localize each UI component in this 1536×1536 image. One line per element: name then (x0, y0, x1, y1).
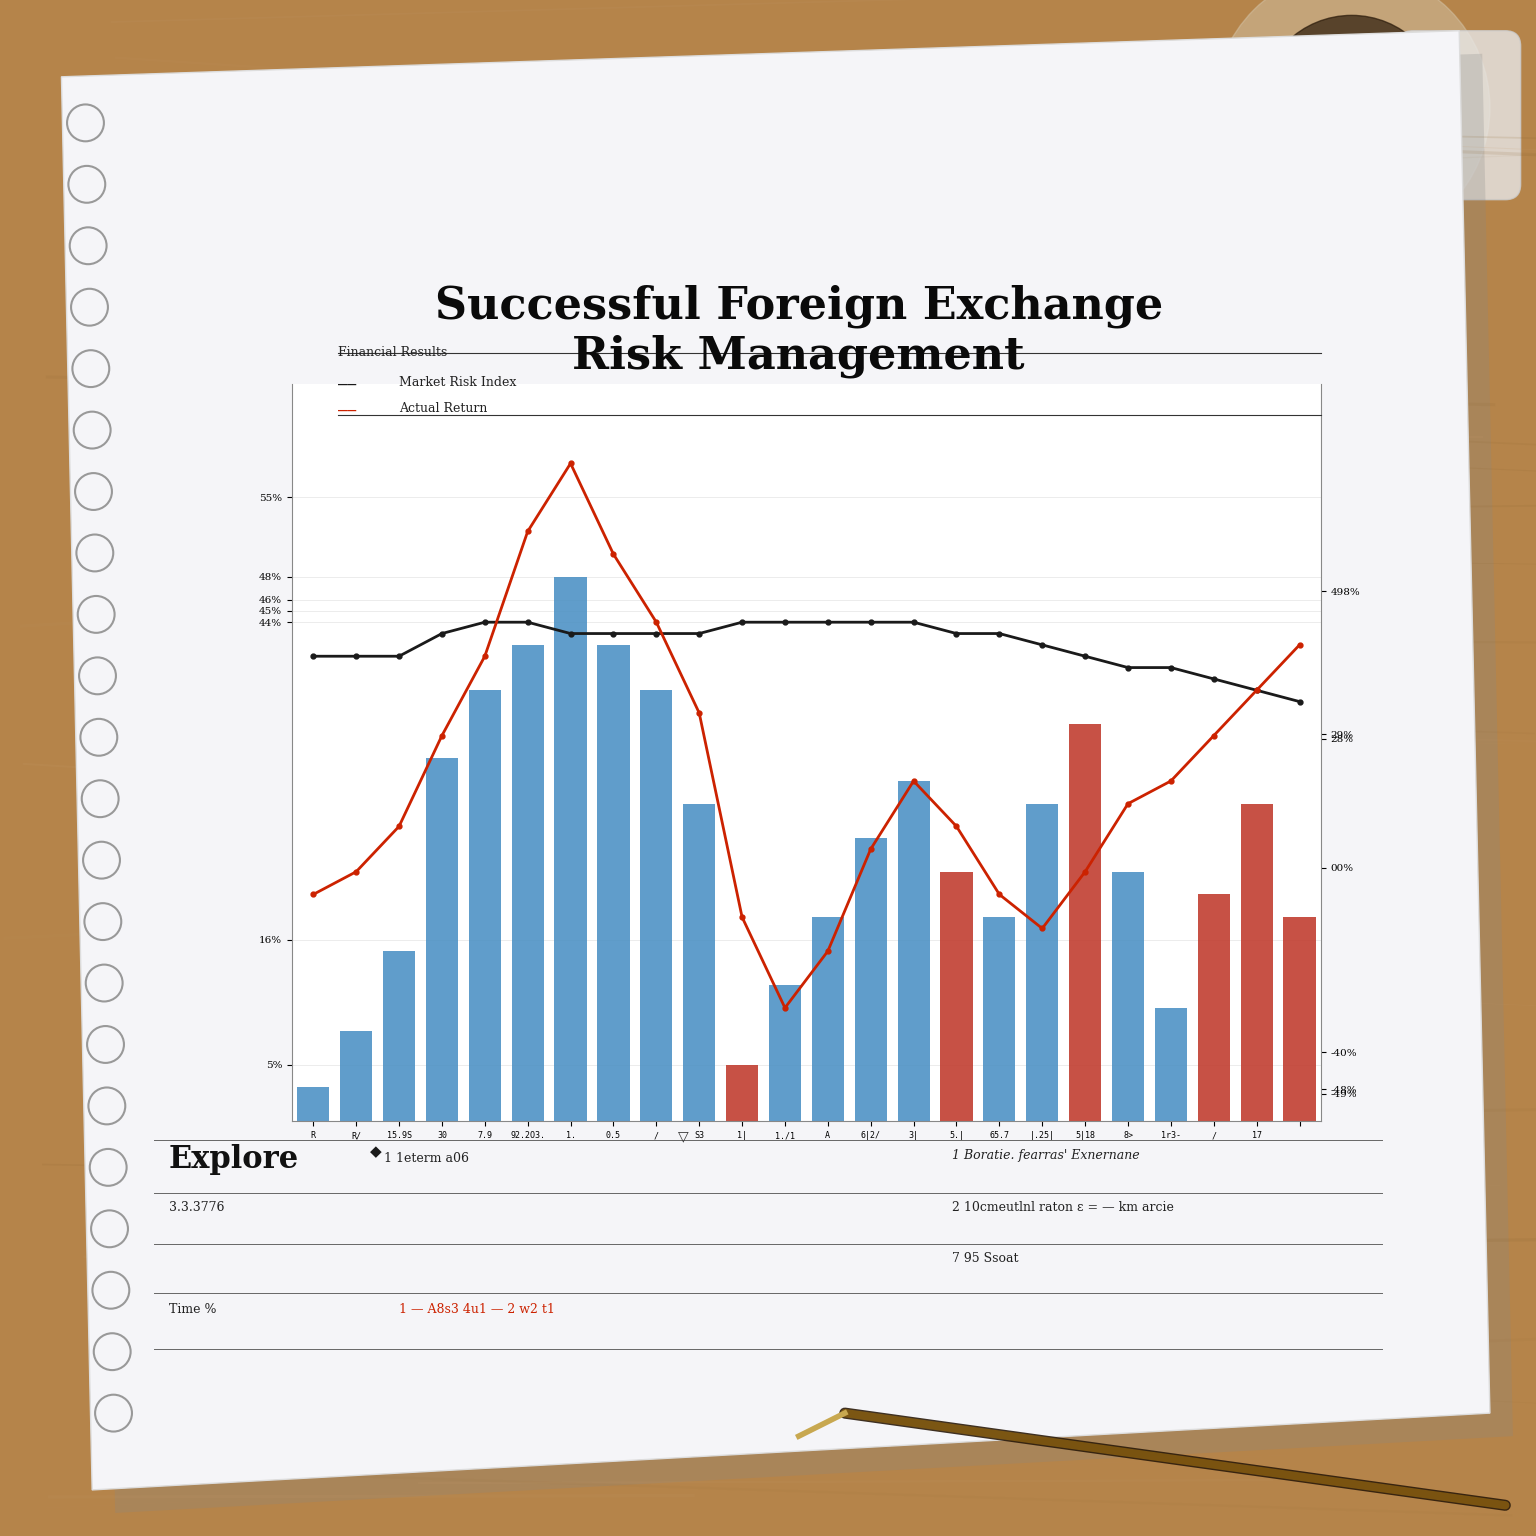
Bar (296, 1087, 329, 1121)
Circle shape (1213, 0, 1490, 246)
Text: Successful Foreign Exchange
Risk Management: Successful Foreign Exchange Risk Managem… (435, 284, 1163, 378)
Text: ——: —— (338, 376, 356, 392)
Bar (770, 985, 802, 1121)
Bar (727, 1064, 759, 1121)
Text: 1 Boratie. fearras' Exnernane: 1 Boratie. fearras' Exnernane (952, 1149, 1140, 1161)
Circle shape (1260, 15, 1444, 200)
Bar (554, 578, 587, 1121)
Text: 3.3.3776: 3.3.3776 (169, 1201, 224, 1213)
Text: Financial Results: Financial Results (338, 346, 447, 358)
Bar (1284, 917, 1316, 1121)
Bar (1112, 872, 1144, 1121)
Polygon shape (84, 54, 1513, 1513)
Text: 1 1eterm a06: 1 1eterm a06 (384, 1152, 468, 1164)
Bar (598, 645, 630, 1121)
Bar (811, 917, 843, 1121)
Bar (897, 780, 929, 1121)
Text: 2 10cmeutlnl raton ε = — km arcie: 2 10cmeutlnl raton ε = — km arcie (952, 1201, 1174, 1213)
FancyBboxPatch shape (1398, 31, 1521, 200)
Bar (468, 690, 501, 1121)
Polygon shape (61, 31, 1490, 1490)
Bar (854, 837, 886, 1121)
Bar (983, 917, 1015, 1121)
Bar (940, 872, 972, 1121)
Text: 7 95 Ssoat: 7 95 Ssoat (952, 1252, 1018, 1264)
Text: Market Risk Index: Market Risk Index (399, 376, 516, 389)
Text: Actual Return: Actual Return (399, 402, 488, 415)
Bar (1026, 803, 1058, 1121)
Text: Time %: Time % (169, 1303, 217, 1315)
Bar (1069, 725, 1101, 1121)
Text: ◆: ◆ (370, 1144, 382, 1160)
Text: 1 — A8s3 4u1 — 2 w2 t1: 1 — A8s3 4u1 — 2 w2 t1 (399, 1303, 554, 1315)
Text: ▽: ▽ (679, 1129, 688, 1143)
Text: ——: —— (338, 402, 356, 418)
Bar (684, 803, 716, 1121)
Bar (425, 759, 458, 1121)
Bar (641, 690, 673, 1121)
Bar (382, 951, 415, 1121)
Bar (1155, 1008, 1187, 1121)
Text: Explore: Explore (169, 1144, 300, 1175)
Bar (511, 645, 544, 1121)
Bar (339, 1031, 372, 1121)
Bar (1198, 894, 1230, 1121)
Bar (1241, 803, 1273, 1121)
